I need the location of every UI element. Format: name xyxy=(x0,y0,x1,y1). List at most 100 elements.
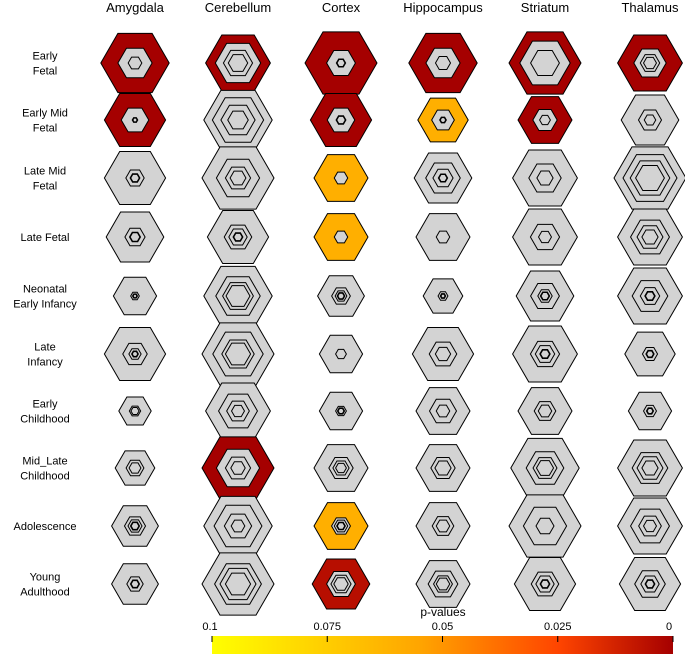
inner-ring-hexagon xyxy=(229,170,247,186)
inner-ring-hexagon xyxy=(439,293,447,299)
cell-thalamus-row-8 xyxy=(617,439,683,497)
colorbar-tick-label: 0.05 xyxy=(432,621,453,633)
inner-ring-hexagon xyxy=(532,108,558,132)
inner-ring-hexagon xyxy=(221,339,255,369)
inner-ring-hexagon xyxy=(219,567,257,601)
cell-amygdala-row-10 xyxy=(111,563,159,605)
cell-hippocampus-row-2 xyxy=(417,97,469,143)
inner-ring-hexagon xyxy=(334,290,348,302)
inner-ring-hexagon xyxy=(636,225,664,249)
inner-ring-hexagon xyxy=(634,570,666,598)
inner-ring-hexagon xyxy=(532,457,558,479)
inner-ring-hexagon xyxy=(333,230,349,244)
inner-ring-hexagon xyxy=(645,349,655,359)
cell-amygdala-row-7 xyxy=(118,396,152,426)
cell-thalamus-row-3 xyxy=(613,146,685,210)
cell-amygdala-row-2 xyxy=(103,93,167,147)
row-label-early-fetal: Early Fetal xyxy=(32,51,58,78)
cell-amygdala-row-1 xyxy=(100,32,170,94)
inner-ring-hexagon xyxy=(130,291,140,301)
inner-ring-hexagon xyxy=(125,169,145,187)
inner-ring-hexagon xyxy=(427,570,459,598)
row-label-late-mid-fetal: Late Mid Fetal xyxy=(24,166,66,193)
cell-thalamus-row-7 xyxy=(627,391,673,431)
cell-striatum-row-8 xyxy=(510,437,580,499)
cell-hippocampus-row-7 xyxy=(415,387,471,435)
cell-cortex-row-1 xyxy=(304,31,378,95)
inner-ring-hexagon xyxy=(215,276,261,316)
inner-ring-hexagon xyxy=(230,519,246,533)
row-label-mid-late-childhood: Mid_Late Childhood xyxy=(20,456,70,483)
inner-ring-hexagon xyxy=(629,160,671,196)
inner-ring-hexagon xyxy=(642,519,658,533)
inner-ring-hexagon xyxy=(522,506,568,546)
cell-amygdala-row-5 xyxy=(112,276,158,316)
row-label-late-infancy: Late Infancy xyxy=(27,342,63,369)
inner-ring-hexagon xyxy=(331,287,351,305)
inner-ring-hexagon xyxy=(435,577,451,591)
row-label-early-mid-fetal: Early Mid Fetal xyxy=(22,108,68,135)
cell-striatum-row-9 xyxy=(508,494,582,558)
inner-ring-hexagon xyxy=(434,346,452,362)
inner-ring-hexagon xyxy=(641,346,659,362)
inner-ring-hexagon xyxy=(535,517,555,535)
inner-ring-hexagon xyxy=(535,460,555,476)
cell-thalamus-row-9 xyxy=(617,497,683,555)
inner-ring-hexagon xyxy=(120,107,150,133)
inner-ring-hexagon xyxy=(117,47,153,79)
inner-ring-hexagon xyxy=(131,293,139,299)
inner-ring-hexagon xyxy=(434,55,452,71)
cell-cortex-row-8 xyxy=(313,444,369,492)
cell-striatum-row-1 xyxy=(508,31,582,95)
cell-thalamus-row-1 xyxy=(617,34,683,92)
inner-ring-hexagon xyxy=(227,54,249,72)
cell-cerebellum-row-4 xyxy=(206,210,270,264)
inner-ring-hexagon xyxy=(529,223,561,251)
inner-ring-hexagon xyxy=(125,459,145,477)
inner-ring-hexagon xyxy=(428,341,458,367)
cell-hippocampus-row-8 xyxy=(415,444,471,492)
inner-ring-hexagon xyxy=(439,116,447,124)
column-label-amygdala: Amygdala xyxy=(106,0,165,15)
column-label-cortex: Cortex xyxy=(322,0,361,15)
inner-ring-hexagon xyxy=(643,114,657,126)
cell-cerebellum-row-5 xyxy=(203,265,273,327)
inner-ring-hexagon xyxy=(633,48,667,78)
inner-ring-hexagon xyxy=(220,104,256,136)
inner-ring-hexagon xyxy=(641,229,659,245)
inner-ring-hexagon xyxy=(644,290,656,302)
inner-ring-hexagon xyxy=(128,462,142,474)
cell-cerebellum-row-2 xyxy=(203,89,273,151)
cell-cerebellum-row-3 xyxy=(201,146,275,210)
inner-ring-hexagon xyxy=(534,345,556,363)
inner-ring-hexagon xyxy=(129,173,141,183)
cell-cerebellum-row-7 xyxy=(205,382,271,440)
column-label-hippocampus: Hippocampus xyxy=(403,0,483,15)
cell-hippocampus-row-6 xyxy=(411,327,475,381)
cell-thalamus-row-10 xyxy=(618,557,682,611)
inner-ring-hexagon xyxy=(640,575,660,593)
inner-ring-hexagon xyxy=(437,291,449,301)
inner-ring-hexagon xyxy=(224,456,252,480)
inner-ring-hexagon xyxy=(227,110,249,130)
inner-ring-hexagon xyxy=(425,47,461,79)
row-label-early-childhood: Early Childhood xyxy=(20,399,70,426)
cell-cerebellum-row-9 xyxy=(203,495,273,557)
inner-ring-hexagon xyxy=(425,162,461,194)
row-label-late-fetal: Late Fetal xyxy=(21,232,70,244)
inner-ring-hexagon xyxy=(636,456,664,480)
inner-ring-hexagon xyxy=(230,404,246,418)
cell-cerebellum-row-6 xyxy=(201,322,275,386)
inner-ring-hexagon xyxy=(328,456,354,480)
inner-ring-hexagon xyxy=(528,163,562,193)
column-label-thalamus: Thalamus xyxy=(621,0,679,15)
inner-ring-hexagon xyxy=(335,115,347,125)
cell-cortex-row-2 xyxy=(309,93,373,147)
inner-ring-hexagon xyxy=(539,291,551,301)
inner-ring-hexagon xyxy=(127,519,143,533)
inner-ring-hexagon xyxy=(525,451,565,485)
inner-ring-hexagon xyxy=(129,579,141,589)
inner-ring-hexagon xyxy=(644,579,656,589)
inner-ring-hexagon xyxy=(226,400,250,422)
cell-thalamus-row-4 xyxy=(617,208,683,266)
